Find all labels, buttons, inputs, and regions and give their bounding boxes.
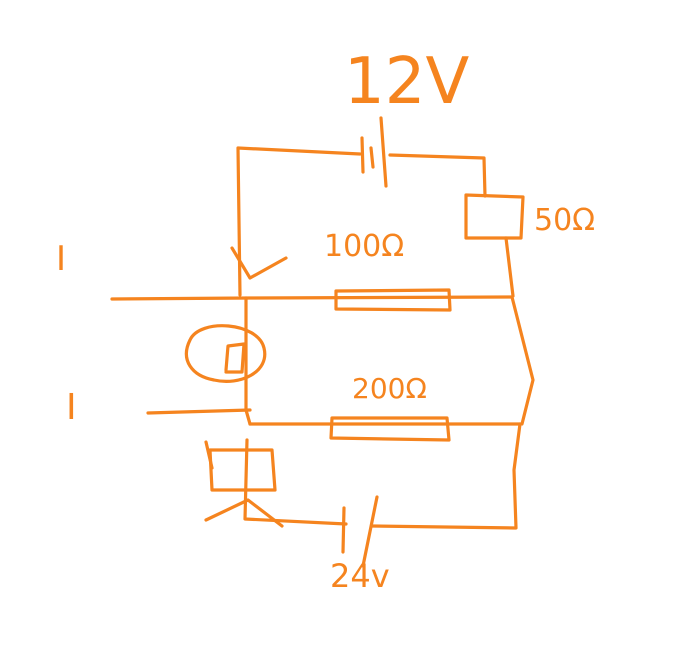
top-left-wire: [236, 146, 362, 297]
resistor-100-label: 100Ω: [324, 229, 405, 264]
bottom-left-wire: [243, 438, 348, 526]
top-battery-label: 12V: [344, 45, 470, 119]
lower-current-wire: [146, 408, 252, 415]
resistor-50-box: [464, 193, 525, 240]
middle-top-wire: [110, 295, 514, 301]
current-top-label: I: [56, 239, 67, 279]
top-battery-tick: [369, 146, 375, 169]
resistor-100-box: [334, 288, 452, 312]
resistor-200-label: 200Ω: [352, 372, 427, 405]
top-battery-plate-long: [379, 116, 388, 188]
ammeter-mark: [224, 342, 246, 374]
bottom-battery-plate-left: [341, 506, 346, 554]
right-middle-wire: [510, 295, 535, 426]
lower-left-box-tick: [204, 440, 214, 470]
left-middle-wire: [244, 296, 252, 426]
resistor-200-box: [329, 416, 451, 442]
bottom-battery-plate-right: [361, 495, 379, 568]
junction-arrow: [230, 246, 288, 280]
top-right-wire: [388, 153, 487, 198]
bottom-right-wire: [370, 422, 522, 530]
right-upper-wire: [504, 236, 515, 298]
bottom-left-tent: [204, 498, 284, 528]
lower-left-box: [208, 448, 277, 492]
current-bottom-label: I: [66, 387, 77, 428]
top-battery-plate-short: [360, 136, 365, 174]
ammeter-circle: [184, 324, 267, 383]
bottom-battery-label: 24v: [330, 557, 390, 595]
resistor-50-label: 50Ω: [534, 203, 596, 238]
